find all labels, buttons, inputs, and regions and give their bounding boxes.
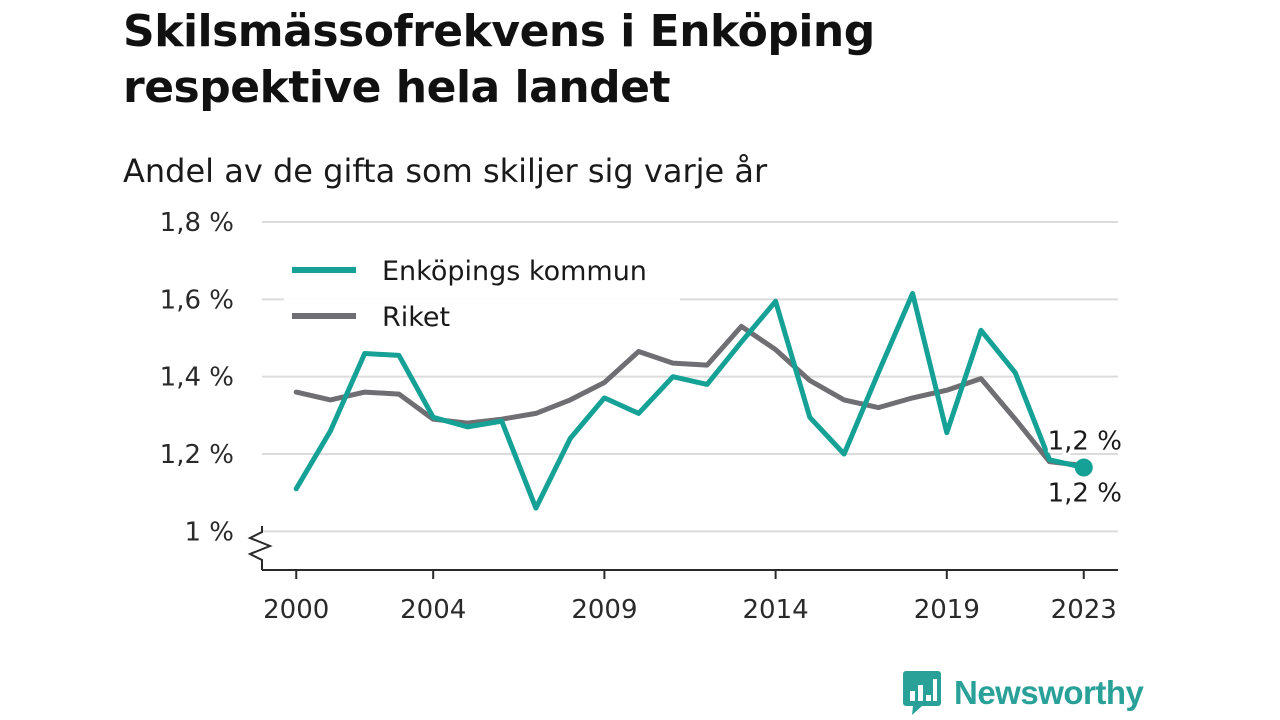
x-tick-label: 2014	[743, 595, 809, 625]
end-value-label: 1,2 %	[1048, 479, 1122, 509]
bar-chart-speech-bubble-icon	[903, 671, 941, 715]
brand-logo: Newsworthy	[902, 668, 1144, 718]
y-tick-label: 1,2 %	[160, 440, 234, 470]
series-line-riket	[293, 323, 1087, 469]
legend-background	[284, 243, 680, 321]
legend: Enköpings kommun Riket	[284, 243, 680, 333]
legend-label: Enköpings kommun	[382, 256, 647, 287]
x-tick-label: 2009	[571, 595, 637, 625]
brand-name: Newsworthy	[954, 674, 1144, 711]
y-tick-label: 1,6 %	[160, 285, 234, 315]
x-tick-label: 2004	[400, 595, 466, 625]
x-tick-label: 2023	[1051, 595, 1117, 625]
y-tick-label: 1 %	[184, 517, 234, 547]
series-line-enkoping	[293, 291, 1087, 511]
y-tick-label: 1,8 %	[160, 208, 234, 238]
y-tick-label: 1,4 %	[160, 363, 234, 393]
legend-label: Riket	[382, 302, 450, 333]
x-tick-label: 2000	[263, 595, 329, 625]
axis-break-icon	[247, 526, 273, 570]
x-tick-label: 2019	[914, 595, 980, 625]
end-point-marker	[1074, 458, 1093, 477]
chart-title: Skilsmässofrekvens i Enköping respektive…	[123, 6, 875, 113]
end-value-label: 1,2 %	[1048, 427, 1122, 457]
chart-subtitle: Andel av de gifta som skiljer sig varje …	[123, 152, 768, 190]
